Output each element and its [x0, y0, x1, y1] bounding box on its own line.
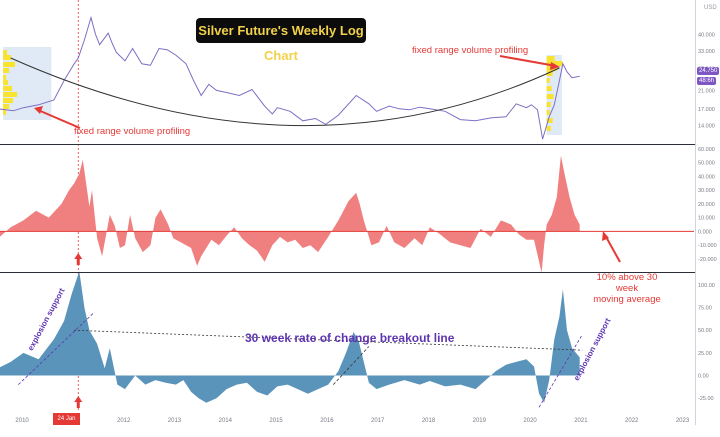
- annotation-ma-line1: 10% above 30 week: [596, 272, 658, 294]
- arrow-ma-head: [602, 231, 609, 241]
- volume-profile-left-bar: [3, 104, 10, 109]
- arrow-frvp-right-shaft: [499, 55, 557, 67]
- volume-profile-left-bar: [3, 86, 13, 91]
- deviation-axis-tick: -10.000: [698, 243, 717, 249]
- pane-separator-2: [0, 272, 695, 273]
- arrow-up-dev: [74, 253, 83, 265]
- volume-profile-right-bar: [546, 102, 551, 107]
- volume-profile-left-bar: [3, 92, 18, 97]
- volume-profile-left-bar: [3, 110, 7, 115]
- roc-axis-tick: -25.00: [698, 396, 714, 402]
- year-axis-tick: 2018: [422, 418, 436, 424]
- arrow-ma-shaft: [604, 234, 621, 263]
- price-axis-tick: 33.000: [698, 49, 715, 55]
- roc-axis-tick: 50.00: [698, 328, 712, 334]
- annotation-frvp-right: fixed range volume profiling: [412, 45, 529, 56]
- year-axis-tick: 2012: [117, 418, 131, 424]
- volume-profile-box-left: [3, 47, 52, 120]
- annotation-breakout: 30 week rate of change breakout line: [245, 331, 455, 345]
- price-axis-tick: 21.000: [698, 88, 715, 94]
- date-marker-badge: 24 Jan '11: [53, 413, 80, 434]
- year-axis-tick: 2019: [473, 418, 487, 424]
- chart-svg: 14.00017.00021.00027.00033.00040.000-20.…: [0, 0, 717, 424]
- year-axis-tick: 2013: [168, 418, 182, 424]
- volume-profile-left-bar: [3, 75, 7, 80]
- volume-profile-right-bar: [546, 56, 555, 61]
- countdown-badge: 48:6h: [697, 77, 717, 85]
- arrow-up-roc: [74, 396, 83, 408]
- year-axis-tick: 2014: [219, 418, 233, 424]
- volume-profile-left-bar: [3, 98, 14, 103]
- arrow-frvp-right-head: [550, 62, 560, 70]
- cup-arc-line: [10, 57, 560, 127]
- volume-profile-right-bar: [546, 110, 550, 115]
- chart-title: Silver Future's Weekly Log Chart: [196, 18, 366, 63]
- year-axis-tick: 2017: [371, 418, 385, 424]
- chart-canvas: 14.00017.00021.00027.00033.00040.000-20.…: [0, 0, 720, 425]
- volume-profile-right-bar: [546, 61, 563, 66]
- volume-profile-right-bar: [546, 78, 550, 83]
- year-axis-tick: 2022: [625, 418, 639, 424]
- arrow-frvp-left-shaft: [37, 109, 81, 129]
- volume-profile-right-bar: [546, 126, 551, 131]
- volume-profile-right-bar: [546, 118, 553, 123]
- volume-profile-right-bar: [546, 71, 553, 76]
- explosion-support-line-mid: [333, 346, 370, 385]
- explosion-support-line-right: [538, 334, 583, 408]
- year-axis-tick: 2021: [574, 418, 588, 424]
- roc-axis-tick: 0.00: [698, 374, 709, 380]
- price-axis-tick: 17.000: [698, 107, 715, 113]
- roc-axis-tick: 100.00: [698, 283, 715, 289]
- year-axis-tick: 2015: [269, 418, 283, 424]
- deviation-axis-tick: 30.000: [698, 188, 715, 194]
- explosion-support-line-left: [18, 311, 95, 385]
- roc-area: [0, 271, 580, 403]
- price-axis-tick: 40.000: [698, 32, 715, 38]
- annotation-ma-line2: moving average: [593, 294, 661, 305]
- price-line: [0, 15, 580, 140]
- price-axis-border: [695, 0, 696, 425]
- year-axis-tick: 2020: [523, 418, 537, 424]
- deviation-axis-tick: 50.000: [698, 161, 715, 167]
- pane-separator-1: [0, 144, 695, 145]
- volume-profile-left-bar: [3, 50, 8, 55]
- annotation-frvp-left: fixed range volume profiling: [74, 126, 191, 137]
- price-axis-tick: 14.000: [698, 124, 715, 130]
- volume-profile-right-bar: [546, 94, 554, 99]
- annotation-ma-note: 10% above 30 week moving average: [588, 272, 666, 305]
- deviation-axis-tick: 20.000: [698, 202, 715, 208]
- volume-profile-right-bar: [546, 86, 552, 91]
- deviation-axis-tick: 10.000: [698, 216, 715, 222]
- volume-profile-left-bar: [3, 68, 10, 73]
- roc-axis-tick: 75.00: [698, 306, 712, 312]
- deviation-axis-tick: 40.000: [698, 174, 715, 180]
- deviation-axis-tick: 60.000: [698, 147, 715, 153]
- volume-profile-left-bar: [3, 55, 12, 60]
- breakout-line: [74, 329, 583, 351]
- roc-axis-tick: 25.00: [698, 351, 712, 357]
- deviation-area: [0, 155, 580, 273]
- year-axis-tick: 2010: [15, 418, 29, 424]
- deviation-axis-tick: -20.000: [698, 257, 717, 263]
- arrow-frvp-left-head: [34, 106, 43, 114]
- deviation-axis-tick: 0.000: [698, 229, 712, 235]
- year-axis-tick: 2016: [320, 418, 334, 424]
- currency-label: USD: [704, 5, 717, 11]
- volume-profile-left-bar: [3, 80, 9, 85]
- volume-profile-left-bar: [3, 62, 16, 67]
- year-axis-tick: 2023: [676, 418, 690, 424]
- last-price-badge: 24.750: [697, 67, 720, 75]
